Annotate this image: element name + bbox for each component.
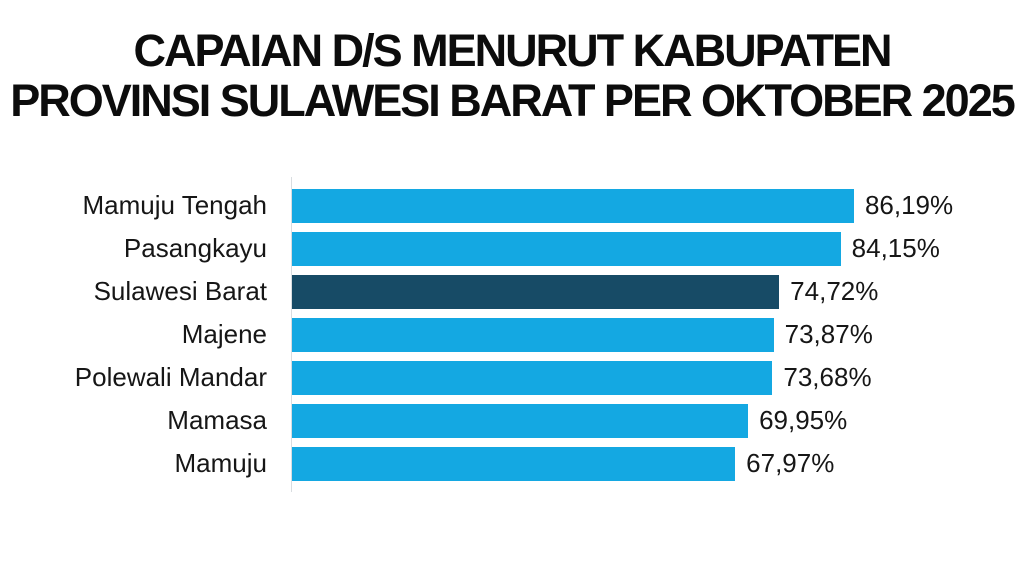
value-label: 73,68% <box>783 362 872 392</box>
category-label: Sulawesi Barat <box>93 276 267 306</box>
value-label: 67,97% <box>746 448 835 478</box>
chart-row: Pasangkayu 84,15% <box>0 227 1024 270</box>
bar-highlighted <box>292 274 780 309</box>
bar-track: 69,95% <box>292 403 944 438</box>
bar-track: 74,72% <box>292 274 944 309</box>
category-label: Mamuju <box>174 448 267 478</box>
bar-track: 67,97% <box>292 446 944 481</box>
chart-row: Polewali Mandar 73,68% <box>0 356 1024 399</box>
category-label: Majene <box>181 319 267 349</box>
bar-track: 86,19% <box>292 188 953 223</box>
chart-title-line2: PROVINSI SULAWESI BARAT PER OKTOBER 2025 <box>10 75 1016 126</box>
bar <box>292 188 854 223</box>
bar <box>292 446 736 481</box>
bar <box>292 360 773 395</box>
bar <box>292 231 841 266</box>
category-label: Polewali Mandar <box>74 362 267 392</box>
chart-title-line1: CAPAIAN D/S MENURUT KABUPATEN <box>133 25 893 76</box>
value-label: 86,19% <box>864 190 954 220</box>
chart-row: Mamasa 69,95% <box>0 399 1024 442</box>
chart-row: Majene 73,87% <box>0 313 1024 356</box>
bar-track: 73,68% <box>292 360 944 395</box>
category-label: Mamuju Tengah <box>82 190 267 220</box>
bar <box>292 317 774 352</box>
chart-row: Mamuju 67,97% <box>0 442 1024 485</box>
bar-track: 84,15% <box>292 231 944 266</box>
category-label: Mamasa <box>167 405 267 435</box>
y-axis-line <box>291 177 292 492</box>
bar-chart: Mamuju Tengah 86,19% Pasangkayu 84,15% S… <box>0 177 1024 492</box>
value-label: 73,87% <box>784 319 873 349</box>
value-label: 69,95% <box>759 405 848 435</box>
bar <box>292 403 749 438</box>
value-label: 84,15% <box>851 233 940 263</box>
chart-row: Sulawesi Barat 74,72% <box>0 270 1024 313</box>
category-label: Pasangkayu <box>123 233 267 263</box>
value-label: 74,72% <box>790 276 879 306</box>
chart-title: CAPAIAN D/S MENURUT KABUPATEN PROVINSI S… <box>0 0 1024 126</box>
bar-track: 73,87% <box>292 317 944 352</box>
chart-row: Mamuju Tengah 86,19% <box>0 184 1024 227</box>
